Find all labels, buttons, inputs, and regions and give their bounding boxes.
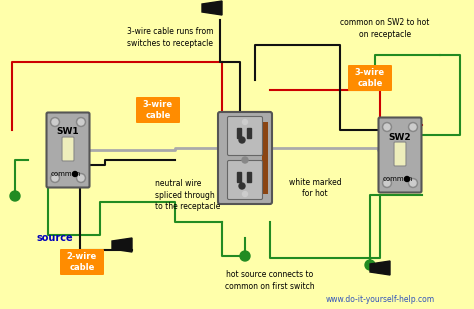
FancyBboxPatch shape: [46, 112, 90, 188]
Text: www.do-it-yourself-help.com: www.do-it-yourself-help.com: [326, 295, 435, 304]
FancyBboxPatch shape: [218, 112, 272, 204]
Bar: [262, 122, 268, 194]
Bar: [247, 172, 251, 182]
Text: SW1: SW1: [57, 128, 79, 137]
Text: hot source connects to
common on first switch: hot source connects to common on first s…: [225, 270, 315, 291]
Bar: [247, 128, 251, 138]
Circle shape: [76, 173, 85, 183]
Circle shape: [241, 118, 249, 126]
Circle shape: [240, 251, 250, 261]
Circle shape: [73, 171, 78, 176]
Circle shape: [51, 117, 60, 126]
Polygon shape: [370, 261, 390, 275]
Circle shape: [241, 190, 249, 198]
Text: 3-wire
cable: 3-wire cable: [355, 68, 385, 88]
Text: common: common: [51, 171, 81, 177]
Text: common: common: [383, 176, 413, 182]
Circle shape: [76, 117, 85, 126]
Circle shape: [242, 157, 248, 163]
Circle shape: [409, 122, 418, 132]
Circle shape: [78, 175, 84, 181]
Bar: [237, 172, 241, 182]
Text: 3-wire cable runs from
switches to receptacle: 3-wire cable runs from switches to recep…: [127, 27, 213, 48]
FancyBboxPatch shape: [379, 117, 421, 193]
FancyBboxPatch shape: [136, 97, 180, 123]
Text: common on SW2 to hot
on receptacle: common on SW2 to hot on receptacle: [340, 18, 430, 39]
Circle shape: [243, 120, 247, 125]
Text: 2-wire
cable: 2-wire cable: [67, 252, 97, 272]
Circle shape: [384, 124, 390, 130]
Circle shape: [365, 260, 375, 270]
Circle shape: [10, 191, 20, 201]
Circle shape: [239, 183, 245, 189]
FancyBboxPatch shape: [348, 65, 392, 91]
Circle shape: [410, 124, 416, 130]
Circle shape: [383, 122, 392, 132]
Circle shape: [78, 119, 84, 125]
Circle shape: [52, 119, 58, 125]
FancyBboxPatch shape: [228, 160, 263, 200]
Circle shape: [409, 179, 418, 188]
Circle shape: [404, 176, 410, 181]
Polygon shape: [202, 1, 222, 15]
Circle shape: [384, 180, 390, 186]
Circle shape: [51, 173, 60, 183]
FancyBboxPatch shape: [228, 116, 263, 155]
Text: white marked
for hot: white marked for hot: [289, 178, 341, 198]
Polygon shape: [112, 238, 132, 252]
Circle shape: [383, 179, 392, 188]
Text: 3-wire
cable: 3-wire cable: [143, 100, 173, 120]
Bar: [237, 128, 241, 138]
Text: neutral wire
spliced through
to the receptacle: neutral wire spliced through to the rece…: [155, 179, 220, 211]
Circle shape: [243, 192, 247, 197]
Circle shape: [410, 180, 416, 186]
FancyBboxPatch shape: [394, 142, 406, 166]
Text: source: source: [36, 233, 73, 243]
Circle shape: [239, 137, 245, 143]
Circle shape: [52, 175, 58, 181]
Text: SW2: SW2: [389, 133, 411, 142]
FancyBboxPatch shape: [60, 249, 104, 275]
FancyBboxPatch shape: [62, 137, 74, 161]
